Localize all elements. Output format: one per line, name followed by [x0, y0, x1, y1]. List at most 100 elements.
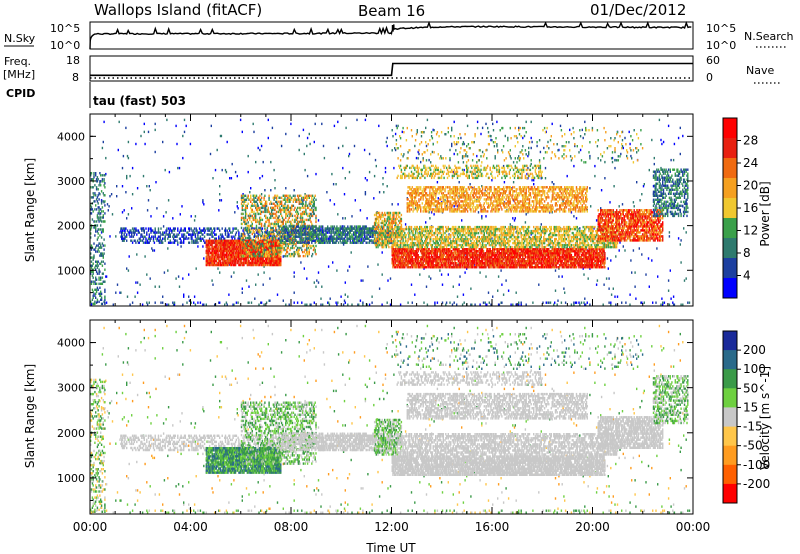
power-cell [277, 240, 279, 244]
power-cell [240, 198, 243, 201]
power-cell [262, 263, 264, 267]
power-cell [249, 245, 251, 249]
power-cell [147, 241, 150, 244]
power-cell [245, 250, 248, 254]
power-cell [264, 259, 266, 263]
power-cell [562, 199, 564, 202]
power-cell [251, 257, 253, 261]
power-cell [615, 255, 617, 258]
power-cell [247, 263, 249, 267]
power-cell [135, 227, 137, 230]
power-cell [528, 146, 530, 150]
power-cell [648, 168, 650, 172]
power-cell [311, 252, 314, 256]
power-cell [669, 269, 671, 272]
power-cell [605, 277, 608, 280]
power-cell [95, 290, 98, 293]
power-cell [331, 231, 333, 234]
power-cell [197, 233, 199, 236]
power-cell [235, 255, 238, 259]
power-cell [250, 243, 253, 247]
power-cell [179, 213, 181, 216]
power-cell [386, 136, 388, 140]
power-cell [274, 187, 276, 190]
power-cell [270, 160, 272, 164]
power-cell [130, 239, 132, 242]
power-cell [524, 221, 527, 224]
power-cell [152, 239, 155, 242]
power-cell [188, 241, 191, 244]
power-cell [100, 208, 102, 211]
power-cell [233, 247, 235, 251]
power-cell [258, 196, 260, 199]
power-cell [265, 241, 268, 245]
power-cell [95, 278, 97, 281]
power-cell [101, 282, 104, 285]
power-cell [366, 179, 368, 182]
power-cell [94, 300, 96, 303]
power-cell [244, 233, 246, 236]
power-cell [103, 238, 105, 241]
power-cell [126, 229, 129, 232]
power-cell [341, 225, 343, 228]
power-cell [265, 245, 268, 249]
power-cell [195, 239, 197, 242]
power-cell [121, 237, 123, 240]
power-cell [99, 212, 101, 215]
power-cell [243, 263, 245, 267]
power-cell [217, 241, 219, 245]
power-cell [228, 227, 230, 230]
power-cell [239, 261, 242, 265]
power-cell [260, 257, 262, 261]
power-cell [497, 275, 500, 278]
power-cell [207, 259, 209, 263]
power-cell [90, 232, 92, 235]
power-cell [95, 260, 97, 263]
power-cell [259, 259, 261, 263]
power-cell [244, 228, 247, 232]
power-cell [219, 233, 222, 236]
power-cell [332, 261, 334, 264]
power-cell [364, 177, 367, 180]
power-cell [154, 233, 156, 236]
power-cell [265, 231, 267, 234]
power-cell [177, 166, 179, 170]
power-cell [271, 245, 274, 249]
power-cell [264, 235, 266, 238]
power-cell [92, 210, 94, 213]
power-cell [247, 243, 249, 247]
power-cell [386, 144, 388, 148]
power-cell [219, 249, 222, 253]
power-cell [231, 253, 233, 257]
power-cell [260, 247, 263, 251]
power-cell [229, 253, 231, 257]
power-cell [354, 235, 356, 238]
power-cell [269, 233, 271, 236]
power-cell [211, 243, 213, 247]
power-cell [270, 228, 272, 232]
power-cell [575, 217, 578, 220]
power-cell [213, 257, 215, 261]
power-cell [216, 241, 218, 245]
power-cell [322, 237, 325, 240]
power-cell [233, 243, 235, 247]
power-cell [94, 294, 96, 297]
power-cell [154, 227, 156, 230]
power-cell [97, 202, 99, 205]
power-cell [249, 247, 251, 251]
power-cell [158, 239, 161, 242]
power-cell [94, 288, 96, 291]
power-cell [255, 226, 258, 230]
power-cell [132, 235, 135, 238]
power-cell [522, 136, 524, 140]
power-cell [92, 192, 94, 195]
power-cell [587, 277, 589, 280]
power-cell [414, 293, 416, 296]
power-cell [167, 199, 170, 202]
power-cell [574, 144, 576, 148]
power-cell [167, 247, 169, 250]
power-cell [176, 235, 178, 238]
power-cell [314, 122, 316, 126]
power-cell [349, 235, 351, 238]
